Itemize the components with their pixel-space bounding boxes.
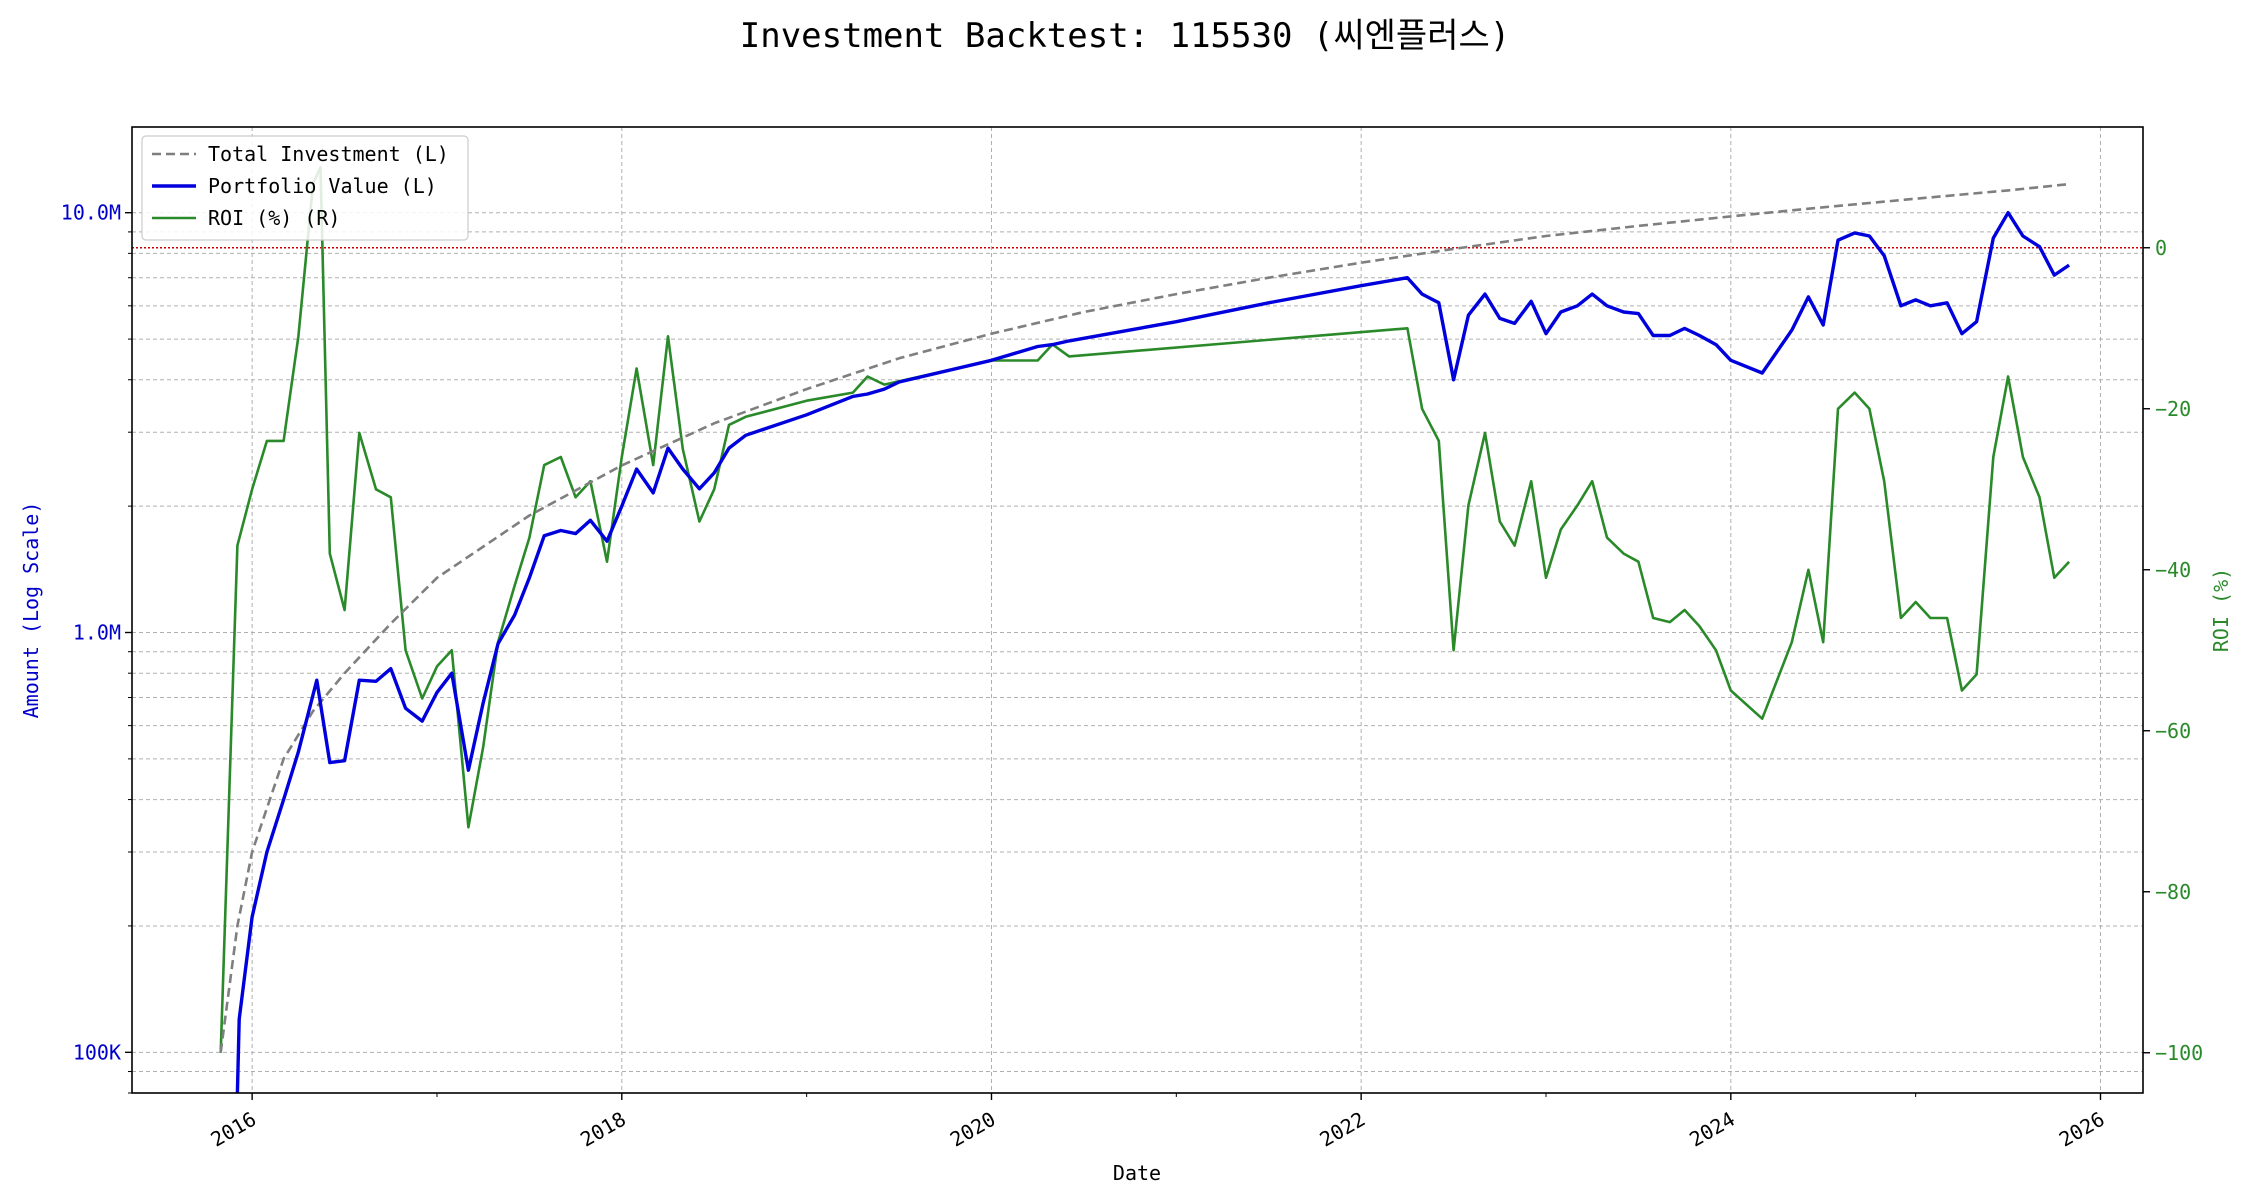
portfolio-value-line bbox=[235, 210, 2071, 1093]
y-right-tick-label: −80 bbox=[2155, 880, 2191, 904]
legend-label-portfolio-value: Portfolio Value (L) bbox=[208, 174, 437, 198]
y-right-tick-label: −20 bbox=[2155, 397, 2191, 421]
grid bbox=[132, 127, 2143, 1094]
y-left-tick-label: 10.0M bbox=[61, 201, 121, 225]
total-investment-line bbox=[219, 182, 2070, 1053]
legend-label-roi: ROI (%) (R) bbox=[208, 206, 340, 230]
legend: Total Investment (L) Portfolio Value (L)… bbox=[141, 135, 469, 241]
y-left-tick-label: 1.0M bbox=[73, 621, 121, 645]
chart-title: Investment Backtest: 115530 (씨엔플러스) bbox=[740, 16, 1511, 56]
y-right-tick-label: −40 bbox=[2155, 558, 2191, 582]
y-right-tick-label: 0 bbox=[2155, 236, 2167, 260]
x-axis-label: Date bbox=[1113, 1161, 1161, 1185]
y-left-axis-label: Amount (Log Scale) bbox=[19, 502, 43, 719]
plot-frame bbox=[131, 126, 2144, 1094]
roi-line bbox=[219, 166, 2071, 1053]
y-right-tick-label: −60 bbox=[2155, 719, 2191, 743]
series-layer bbox=[132, 166, 2143, 1093]
axes: 2016 2018 2020 2022 2024 2026100K1.0M10.0M0−2… bbox=[61, 201, 2203, 1152]
y-right-axis-label: ROI (%) bbox=[2209, 568, 2233, 652]
y-left-tick-label: 100K bbox=[73, 1040, 121, 1064]
legend-label-total-investment: Total Investment (L) bbox=[208, 142, 449, 166]
legend-box bbox=[141, 135, 469, 241]
y-right-tick-label: −100 bbox=[2155, 1041, 2203, 1065]
